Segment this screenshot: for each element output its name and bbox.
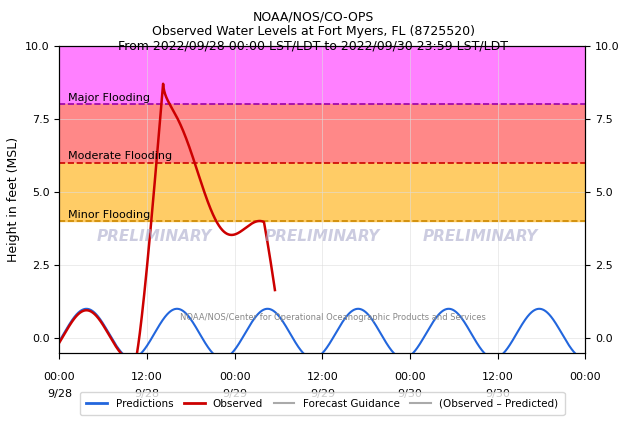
Text: 9/30: 9/30 [398, 389, 423, 399]
Text: 9/28: 9/28 [135, 389, 160, 399]
Text: Major Flooding: Major Flooding [68, 93, 150, 103]
Text: Observed Water Levels at Fort Myers, FL (8725520): Observed Water Levels at Fort Myers, FL … [151, 25, 475, 39]
Text: From 2022/09/28 00:00 LST/LDT to 2022/09/30 23:59 LST/LDT: From 2022/09/28 00:00 LST/LDT to 2022/09… [118, 40, 508, 53]
Text: 00:00: 00:00 [219, 372, 250, 382]
Text: 9/28: 9/28 [47, 389, 72, 399]
Text: Moderate Flooding: Moderate Flooding [68, 151, 172, 161]
Text: 9/30: 9/30 [485, 389, 510, 399]
Text: PRELIMINARY: PRELIMINARY [423, 229, 538, 244]
Text: NOAA/NOS/CO-OPS: NOAA/NOS/CO-OPS [252, 11, 374, 24]
Bar [59, 104, 585, 163]
Text: 9/29: 9/29 [310, 389, 335, 399]
Text: 00:00: 00:00 [394, 372, 426, 382]
Text: PRELIMINARY: PRELIMINARY [265, 229, 380, 244]
Text: PRELIMINARY: PRELIMINARY [96, 229, 212, 244]
Text: 00:00: 00:00 [570, 372, 601, 382]
Text: 12:00: 12:00 [131, 372, 163, 382]
Bar [59, 163, 585, 221]
Text: 00:00: 00:00 [44, 372, 75, 382]
Text: 12:00: 12:00 [307, 372, 338, 382]
Text: NOAA/NOS/Center for Operational Oceanographic Products and Services: NOAA/NOS/Center for Operational Oceanogr… [180, 313, 486, 322]
Text: 12:00: 12:00 [482, 372, 513, 382]
Legend: Predictions, Observed, Forecast Guidance, (Observed – Predicted): Predictions, Observed, Forecast Guidance… [80, 392, 565, 415]
Y-axis label: Height in feet (MSL): Height in feet (MSL) [6, 137, 19, 262]
Bar [59, 32, 585, 104]
Text: 9/29: 9/29 [222, 389, 247, 399]
Text: Minor Flooding: Minor Flooding [68, 210, 150, 220]
